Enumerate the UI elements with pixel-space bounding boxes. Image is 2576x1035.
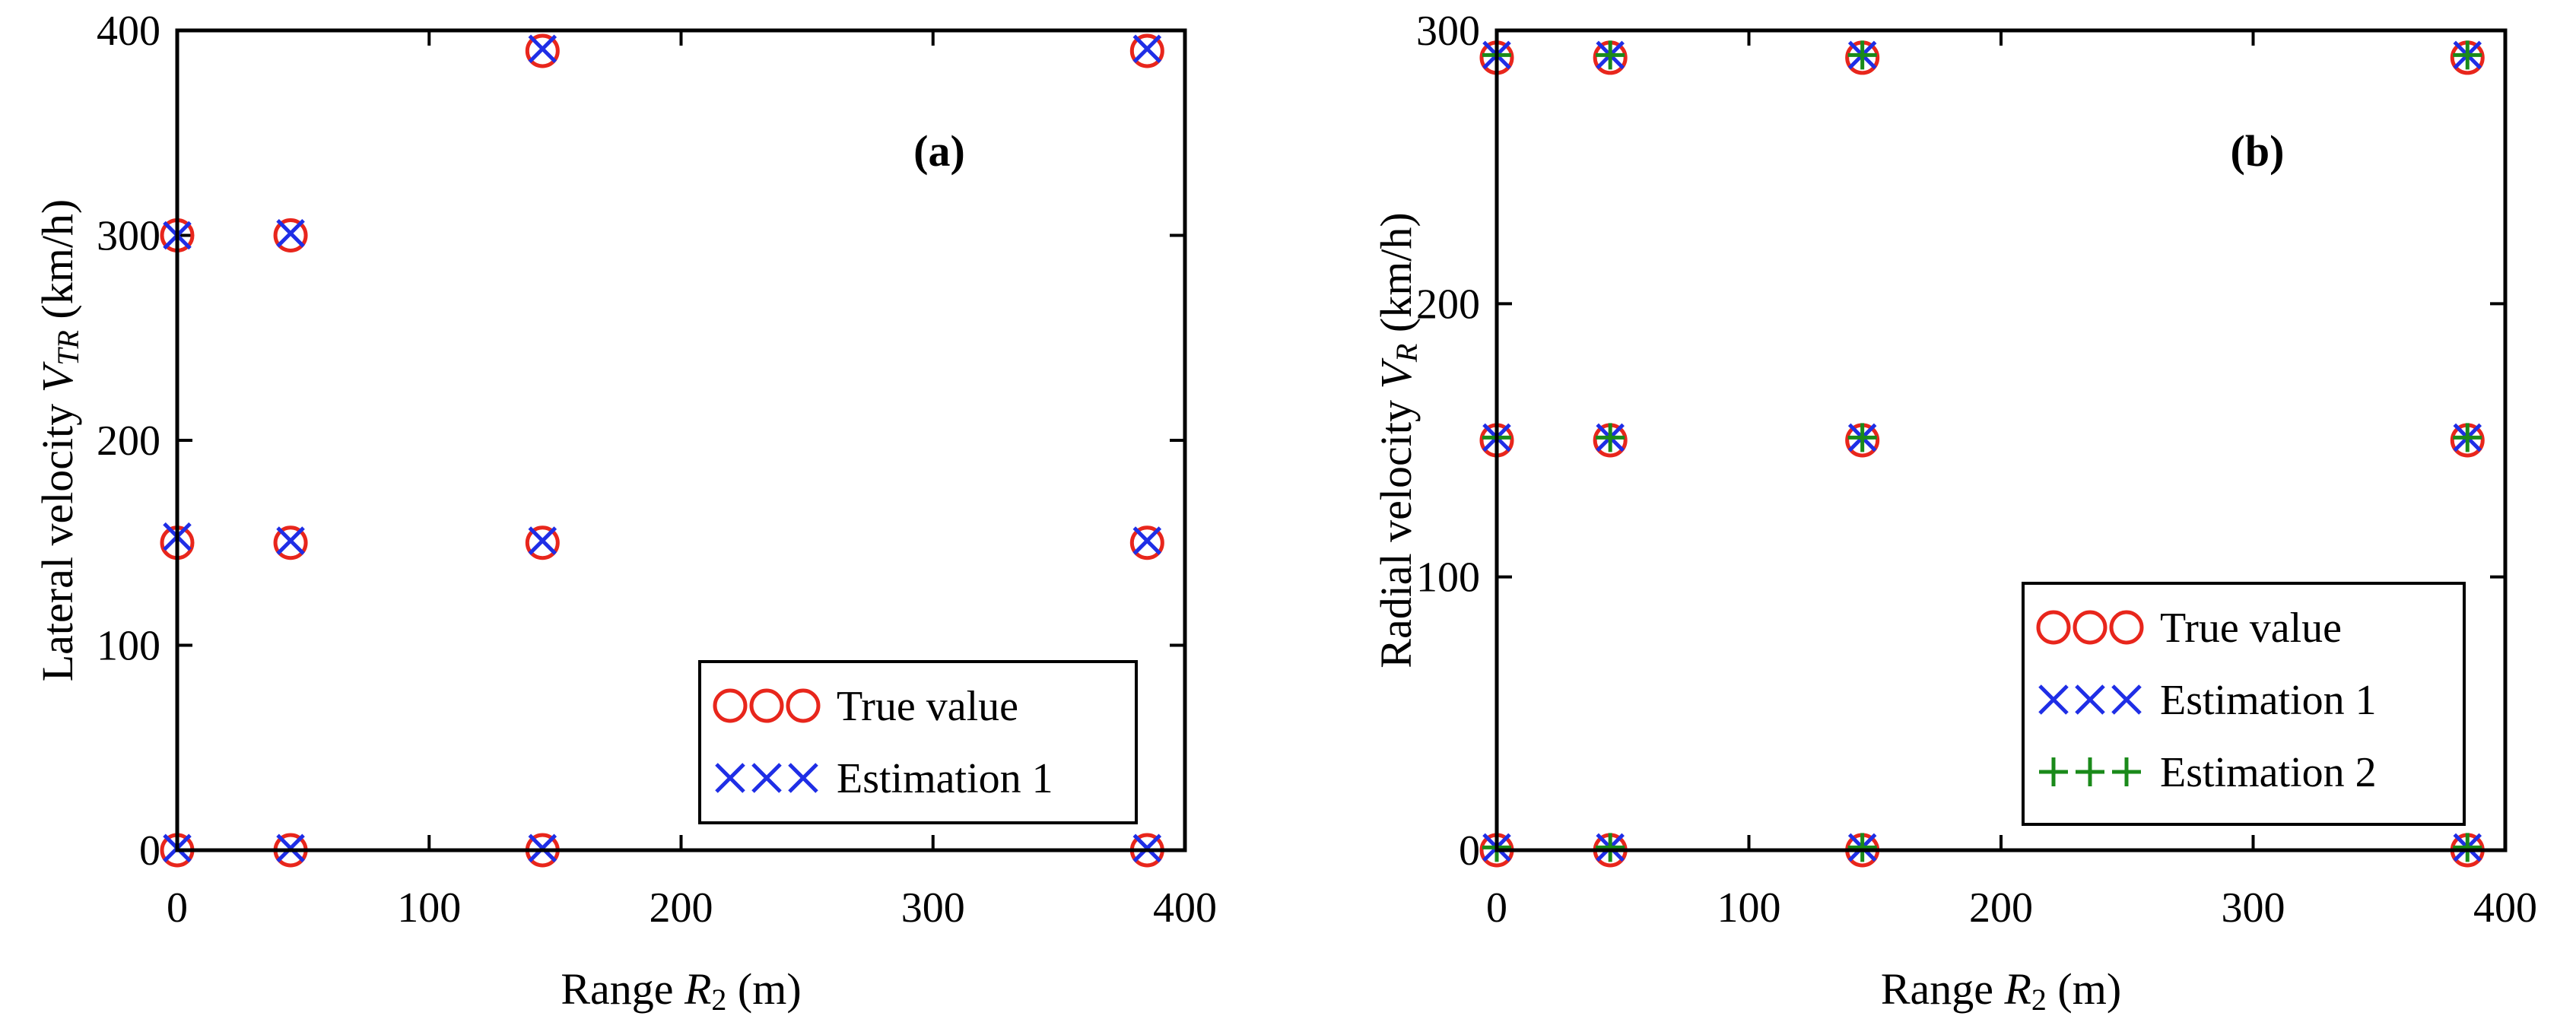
legend: True value Estimation 1: [698, 660, 1138, 824]
panel-a: 0 100 200 300 400 0 100 200 300 400 (a) Range R2 (m…: [33, 8, 1217, 1017]
y-tick-label: 100: [97, 623, 160, 670]
estimation-2-point: [1847, 40, 1877, 70]
legend-plus-marker: [2076, 757, 2104, 786]
estimation-1-point: [1132, 833, 1162, 863]
y-tick-label: 0: [139, 827, 160, 875]
y-tick-label: 0: [1459, 827, 1480, 875]
true-value-point: [273, 525, 308, 560]
y-tick-label: 200: [1416, 281, 1480, 328]
legend-circle-marker: [713, 688, 748, 723]
x-axis-title-prefix: Range: [561, 964, 684, 1014]
x-tick-label: 100: [397, 884, 461, 932]
estimation-2-point: [1596, 40, 1625, 70]
x-axis-title-prefix: Range: [1881, 964, 2005, 1014]
true-value-point: [273, 218, 308, 252]
legend-circle-marker: [786, 688, 821, 723]
true-value-point: [1129, 33, 1164, 68]
true-value-point: [525, 33, 560, 68]
plot-frame: [175, 28, 1187, 852]
y-axis-title-suffix: (km/h): [1371, 212, 1421, 343]
y-axis-title-var: V: [1371, 357, 1421, 389]
legend-circle-marker: [2109, 610, 2144, 645]
plot-frame: [1494, 28, 2508, 852]
legend-x-marker: [788, 763, 818, 793]
y-tick-label: 100: [1416, 554, 1480, 602]
x-tick-label: 0: [1486, 884, 1507, 932]
estimation-1-point: [276, 219, 305, 248]
estimation-2-point: [1847, 833, 1877, 862]
x-axis-title-suffix: (m): [2047, 964, 2121, 1014]
estimation-2-point: [2453, 833, 2482, 862]
x-axis-title-sub: 2: [2031, 983, 2047, 1017]
estimation-2-point: [1596, 833, 1625, 862]
legend: True value Estimation 1 Estimation 2: [2022, 582, 2466, 826]
legend-x-marker: [751, 763, 782, 793]
legend-circle-marker: [2036, 610, 2071, 645]
y-axis-title-sub: TR: [51, 330, 85, 366]
x-axis-title: Range R2 (m): [1881, 964, 2121, 1017]
estimation-1-point: [276, 526, 305, 555]
estimation-2-point: [2453, 423, 2482, 452]
estimation-1-point: [528, 34, 557, 64]
true-value-point: [1129, 525, 1164, 560]
estimation-2-point: [1596, 423, 1625, 452]
legend-plus-marker: [2112, 757, 2141, 786]
legend-x-marker: [2075, 684, 2105, 715]
x-tick-label: 200: [650, 884, 713, 932]
legend-box: [698, 660, 1138, 824]
estimation-2-point: [2453, 40, 2482, 70]
estimation-1-point: [276, 833, 305, 863]
x-tick-label: 400: [2473, 884, 2537, 932]
x-axis-title-sub: 2: [711, 983, 726, 1017]
estimation-1-point: [1132, 34, 1162, 64]
x-tick-label: 100: [1717, 884, 1781, 932]
legend-label: True value: [2160, 605, 2342, 652]
legend-x-marker: [715, 763, 745, 793]
y-axis-title-var: V: [33, 360, 82, 392]
estimation-1-point: [1132, 526, 1162, 555]
legend-circle-marker: [2073, 610, 2107, 645]
y-tick-label: 300: [97, 213, 160, 260]
y-axis-title: Radial velocity VR (km/h): [1371, 212, 1424, 668]
x-tick-label: 300: [901, 884, 965, 932]
legend-label: Estimation 1: [2160, 677, 2377, 724]
y-axis-title-suffix: (km/h): [33, 199, 82, 330]
x-axis-title-var: R: [2003, 964, 2031, 1014]
legend-x-marker: [2111, 684, 2142, 715]
x-axis-title: Range R2 (m): [561, 964, 801, 1017]
y-axis-title-prefix: Radial velocity: [1371, 389, 1421, 668]
panel-label: (b): [2231, 126, 2285, 176]
x-axis-title-suffix: (m): [726, 964, 801, 1014]
x-tick-label: 200: [1969, 884, 2033, 932]
legend-plus-marker: [2039, 757, 2068, 786]
legend-label: Estimation 1: [837, 755, 1053, 802]
estimation-2-point: [1847, 423, 1877, 452]
x-tick-label: 300: [2222, 884, 2285, 932]
x-tick-label: 400: [1153, 884, 1217, 932]
legend-label: True value: [837, 683, 1018, 730]
estimation-1-point: [528, 526, 557, 555]
y-tick-label: 300: [1416, 8, 1480, 55]
y-axis-title: Lateral velocity VTR (km/h): [33, 199, 85, 682]
y-tick-label: 200: [97, 417, 160, 465]
estimation-1-point: [528, 833, 557, 863]
true-value-point: [525, 525, 560, 560]
y-axis-title-sub: R: [1390, 344, 1424, 363]
panel-label: (a): [913, 126, 965, 176]
legend-x-marker: [2038, 684, 2069, 715]
legend-circle-marker: [749, 688, 784, 723]
x-axis-title-var: R: [684, 964, 711, 1014]
legend-label: Estimation 2: [2160, 749, 2377, 796]
y-axis-title-prefix: Lateral velocity: [33, 392, 82, 681]
x-tick-label: 0: [167, 884, 188, 932]
y-tick-label: 400: [97, 8, 160, 55]
